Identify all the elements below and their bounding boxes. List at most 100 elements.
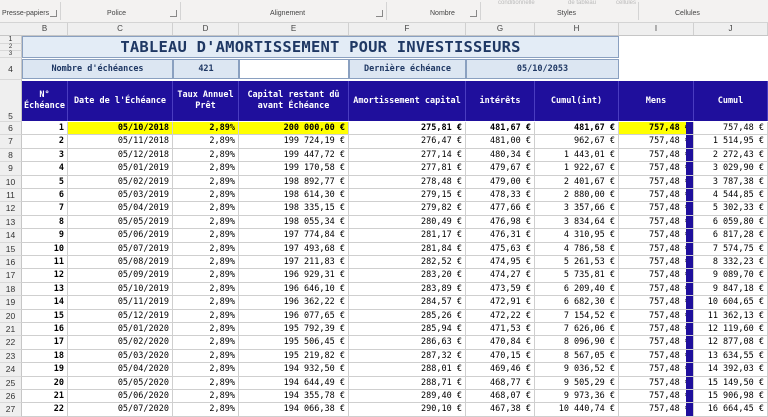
cell-interest[interactable]: 476,98 € — [466, 215, 535, 230]
cell-amortization[interactable]: 282,52 € — [349, 256, 466, 270]
label-number-of-installments[interactable]: Nombre d'échéances — [22, 59, 173, 79]
cell-date[interactable]: 05/02/2020 — [68, 336, 173, 350]
column-header-j[interactable]: J — [694, 23, 768, 35]
cell-monthly-payment[interactable]: 757,48 € — [619, 202, 694, 216]
cell-monthly-payment[interactable]: 757,48 € — [619, 148, 694, 163]
cell-cumulative[interactable]: 11 362,13 € — [694, 309, 768, 323]
cell-amortization[interactable]: 276,47 € — [349, 135, 466, 149]
row-header[interactable]: 18 — [0, 282, 22, 297]
cell-installment-number[interactable]: 21 — [22, 390, 68, 404]
cell-cumulative-interest[interactable]: 9 036,52 € — [535, 363, 619, 377]
row-header-2[interactable]: 2 — [0, 44, 22, 51]
cell-interest[interactable]: 468,77 € — [466, 376, 535, 390]
cell-remaining-capital[interactable]: 197 493,68 € — [239, 242, 349, 256]
cell-cumulative[interactable]: 3 029,90 € — [694, 162, 768, 176]
row-header-3[interactable]: 3 — [0, 51, 22, 58]
cell-amortization[interactable]: 285,26 € — [349, 309, 466, 323]
cell-cumulative-interest[interactable]: 7 626,06 € — [535, 323, 619, 337]
cell-monthly-payment[interactable]: 757,48 € — [619, 189, 694, 203]
header-remaining-capital[interactable]: Capital restant dû avant Échéance — [239, 81, 349, 121]
cell-remaining-capital[interactable]: 195 219,82 € — [239, 349, 349, 364]
cell-remaining-capital[interactable]: 199 170,58 € — [239, 162, 349, 176]
cell-installment-number[interactable]: 22 — [22, 403, 68, 417]
cell-installment-number[interactable]: 12 — [22, 269, 68, 283]
cell-rate[interactable]: 2,89% — [173, 363, 239, 377]
cell-remaining-capital[interactable]: 196 646,10 € — [239, 282, 349, 297]
ribbon-group-alignment[interactable]: Alignement — [270, 10, 306, 17]
cell-amortization[interactable]: 288,71 € — [349, 376, 466, 390]
empty-info-cell[interactable] — [239, 59, 349, 79]
cell-cumulative-interest[interactable]: 4 786,58 € — [535, 242, 619, 256]
cell-cumulative[interactable]: 4 544,85 € — [694, 189, 768, 203]
label-last-installment[interactable]: Dernière échéance — [349, 59, 466, 79]
cell-rate[interactable]: 2,89% — [173, 162, 239, 176]
cell-remaining-capital[interactable]: 195 792,39 € — [239, 323, 349, 337]
header-installment-number[interactable]: N° Échéance — [22, 81, 68, 121]
cell-remaining-capital[interactable]: 197 774,84 € — [239, 229, 349, 243]
cell-monthly-payment[interactable]: 757,48 € — [619, 403, 694, 417]
cell-date[interactable]: 05/03/2020 — [68, 349, 173, 364]
column-header-g[interactable]: G — [466, 23, 535, 35]
cell-interest[interactable]: 472,91 € — [466, 296, 535, 310]
cell-amortization[interactable]: 280,49 € — [349, 215, 466, 230]
column-header-c[interactable]: C — [68, 23, 173, 35]
column-header-d[interactable]: D — [173, 23, 239, 35]
cell-cumulative-interest[interactable]: 10 440,74 € — [535, 403, 619, 417]
cell-cumulative-interest[interactable]: 8 567,05 € — [535, 349, 619, 364]
cell-installment-number[interactable]: 17 — [22, 336, 68, 350]
cell-cumulative[interactable]: 5 302,33 € — [694, 202, 768, 216]
cell-amortization[interactable]: 285,94 € — [349, 323, 466, 337]
ribbon-group-font[interactable]: Police — [107, 10, 127, 17]
cell-installment-number[interactable]: 4 — [22, 162, 68, 176]
cell-interest[interactable]: 481,00 € — [466, 135, 535, 149]
cell-remaining-capital[interactable]: 198 335,15 € — [239, 202, 349, 216]
cell-rate[interactable]: 2,89% — [173, 122, 239, 136]
cell-monthly-payment[interactable]: 757,48 € — [619, 122, 694, 136]
row-header[interactable]: 7 — [0, 135, 22, 149]
row-header[interactable]: 21 — [0, 323, 22, 337]
cell-installment-number[interactable]: 1 — [22, 122, 68, 136]
cell-installment-number[interactable]: 10 — [22, 242, 68, 256]
cell-monthly-payment[interactable]: 757,48 € — [619, 376, 694, 390]
cell-installment-number[interactable]: 8 — [22, 215, 68, 230]
cell-remaining-capital[interactable]: 194 644,49 € — [239, 376, 349, 390]
cell-rate[interactable]: 2,89% — [173, 403, 239, 417]
cell-date[interactable]: 05/02/2019 — [68, 175, 173, 189]
cell-cumulative[interactable]: 7 574,75 € — [694, 242, 768, 256]
cell-interest[interactable]: 481,67 € — [466, 122, 535, 136]
cell-remaining-capital[interactable]: 200 000,00 € — [239, 122, 349, 136]
cell-cumulative[interactable]: 1 514,95 € — [694, 135, 768, 149]
cell-remaining-capital[interactable]: 199 724,19 € — [239, 135, 349, 149]
cell-interest[interactable]: 470,84 € — [466, 336, 535, 350]
cell-installment-number[interactable]: 18 — [22, 349, 68, 364]
cell-date[interactable]: 05/04/2019 — [68, 202, 173, 216]
cell-rate[interactable]: 2,89% — [173, 202, 239, 216]
cell-installment-number[interactable]: 15 — [22, 309, 68, 323]
cell-cumulative-interest[interactable]: 9 973,36 € — [535, 390, 619, 404]
cell-amortization[interactable]: 278,48 € — [349, 175, 466, 189]
cell-cumulative[interactable]: 6 817,28 € — [694, 229, 768, 243]
cell-rate[interactable]: 2,89% — [173, 323, 239, 337]
cell-cumulative[interactable]: 10 604,65 € — [694, 296, 768, 310]
row-header-5[interactable]: 5 — [0, 80, 22, 122]
cell-date[interactable]: 05/07/2020 — [68, 403, 173, 417]
cell-cumulative[interactable]: 16 664,45 € — [694, 403, 768, 417]
cell-interest[interactable]: 477,66 € — [466, 202, 535, 216]
cell-monthly-payment[interactable]: 757,48 € — [619, 296, 694, 310]
cell-cumulative-interest[interactable]: 8 096,90 € — [535, 336, 619, 350]
row-header[interactable]: 24 — [0, 363, 22, 377]
cell-amortization[interactable]: 279,82 € — [349, 202, 466, 216]
cell-monthly-payment[interactable]: 757,48 € — [619, 269, 694, 283]
cell-amortization[interactable]: 281,84 € — [349, 242, 466, 256]
cell-rate[interactable]: 2,89% — [173, 135, 239, 149]
cell-date[interactable]: 05/01/2019 — [68, 162, 173, 176]
cell-monthly-payment[interactable]: 757,48 € — [619, 309, 694, 323]
cell-date[interactable]: 05/11/2018 — [68, 135, 173, 149]
cell-cumulative[interactable]: 6 059,80 € — [694, 215, 768, 230]
header-annual-rate[interactable]: Taux Annuel Prêt — [173, 81, 239, 121]
cell-cumulative-interest[interactable]: 3 357,66 € — [535, 202, 619, 216]
cell-rate[interactable]: 2,89% — [173, 349, 239, 364]
cell-rate[interactable]: 2,89% — [173, 175, 239, 189]
cell-date[interactable]: 05/11/2019 — [68, 296, 173, 310]
cell-rate[interactable]: 2,89% — [173, 189, 239, 203]
